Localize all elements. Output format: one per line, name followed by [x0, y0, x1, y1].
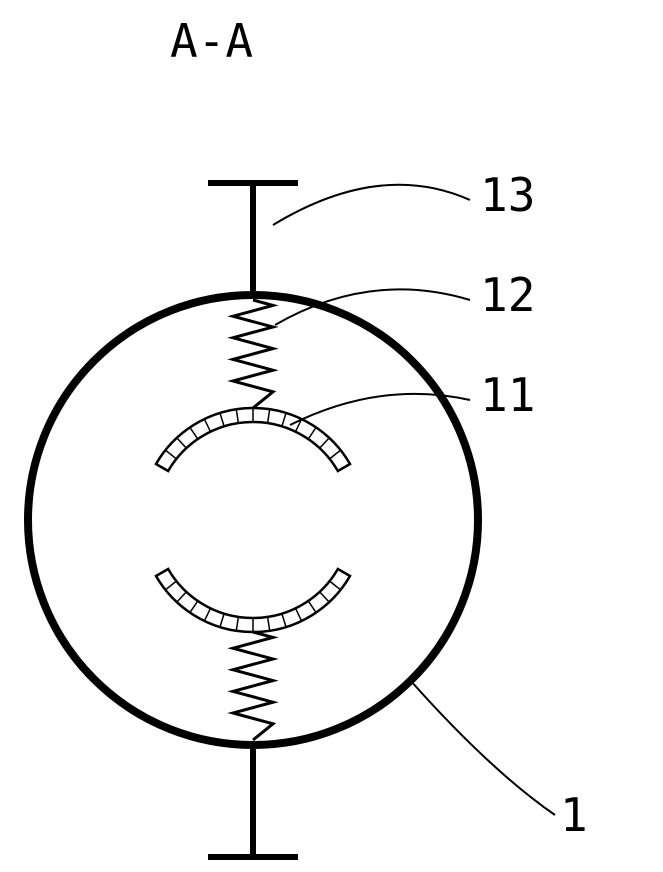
leader-line-0: [273, 185, 470, 225]
ref-label-11: 11: [480, 368, 535, 422]
diagram-svg: [0, 0, 663, 872]
ref-label-1: 1: [560, 788, 588, 842]
leader-line-1: [275, 289, 470, 325]
top-spring: [233, 300, 273, 408]
bottom-spring: [233, 632, 273, 740]
outer-circle: [28, 295, 478, 745]
ref-label-13: 13: [480, 168, 535, 222]
section-label: A-A: [170, 14, 253, 68]
leader-line-3: [410, 680, 555, 815]
diagram-container: A-A1312111: [0, 0, 663, 872]
ref-label-12: 12: [480, 268, 535, 322]
